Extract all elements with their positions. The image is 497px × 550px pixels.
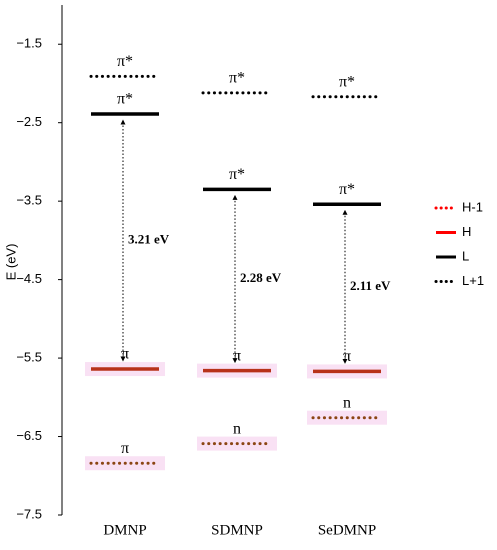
x-tick-label: DMNP [103, 522, 146, 538]
legend-label: L [462, 248, 469, 263]
y-tick-label: −7.5 [16, 506, 42, 521]
orbital-label: π [121, 346, 129, 363]
y-tick-label: −2.5 [16, 114, 42, 129]
orbital-label: π [121, 440, 129, 457]
orbital-label: π [233, 347, 241, 364]
gap-label: 2.28 eV [240, 270, 282, 285]
y-tick-label: −5.5 [16, 350, 42, 365]
orbital-label: n [343, 394, 351, 411]
orbital-label: π* [229, 70, 245, 87]
legend-label: H [462, 224, 471, 239]
y-tick-label: −6.5 [16, 428, 42, 443]
orbital-label: π* [339, 181, 355, 198]
y-axis-label: E (eV) [3, 244, 18, 281]
x-tick-label: SDMNP [211, 522, 263, 538]
x-tick-label: SeDMNP [318, 522, 376, 538]
y-tick-label: −3.5 [16, 193, 42, 208]
orbital-label: π* [117, 53, 133, 70]
orbital-label: π* [117, 91, 133, 108]
y-tick-label: −1.5 [16, 36, 42, 51]
orbital-label: π [343, 348, 351, 365]
legend-label: H-1 [462, 199, 483, 214]
legend-label: L+1 [462, 273, 484, 288]
y-tick-label: −4.5 [16, 271, 42, 286]
gap-label: 3.21 eV [128, 232, 170, 247]
gap-label: 2.11 eV [350, 278, 391, 293]
orbital-label: n [233, 420, 241, 437]
orbital-label: π* [339, 73, 355, 90]
orbital-label: π* [229, 166, 245, 183]
